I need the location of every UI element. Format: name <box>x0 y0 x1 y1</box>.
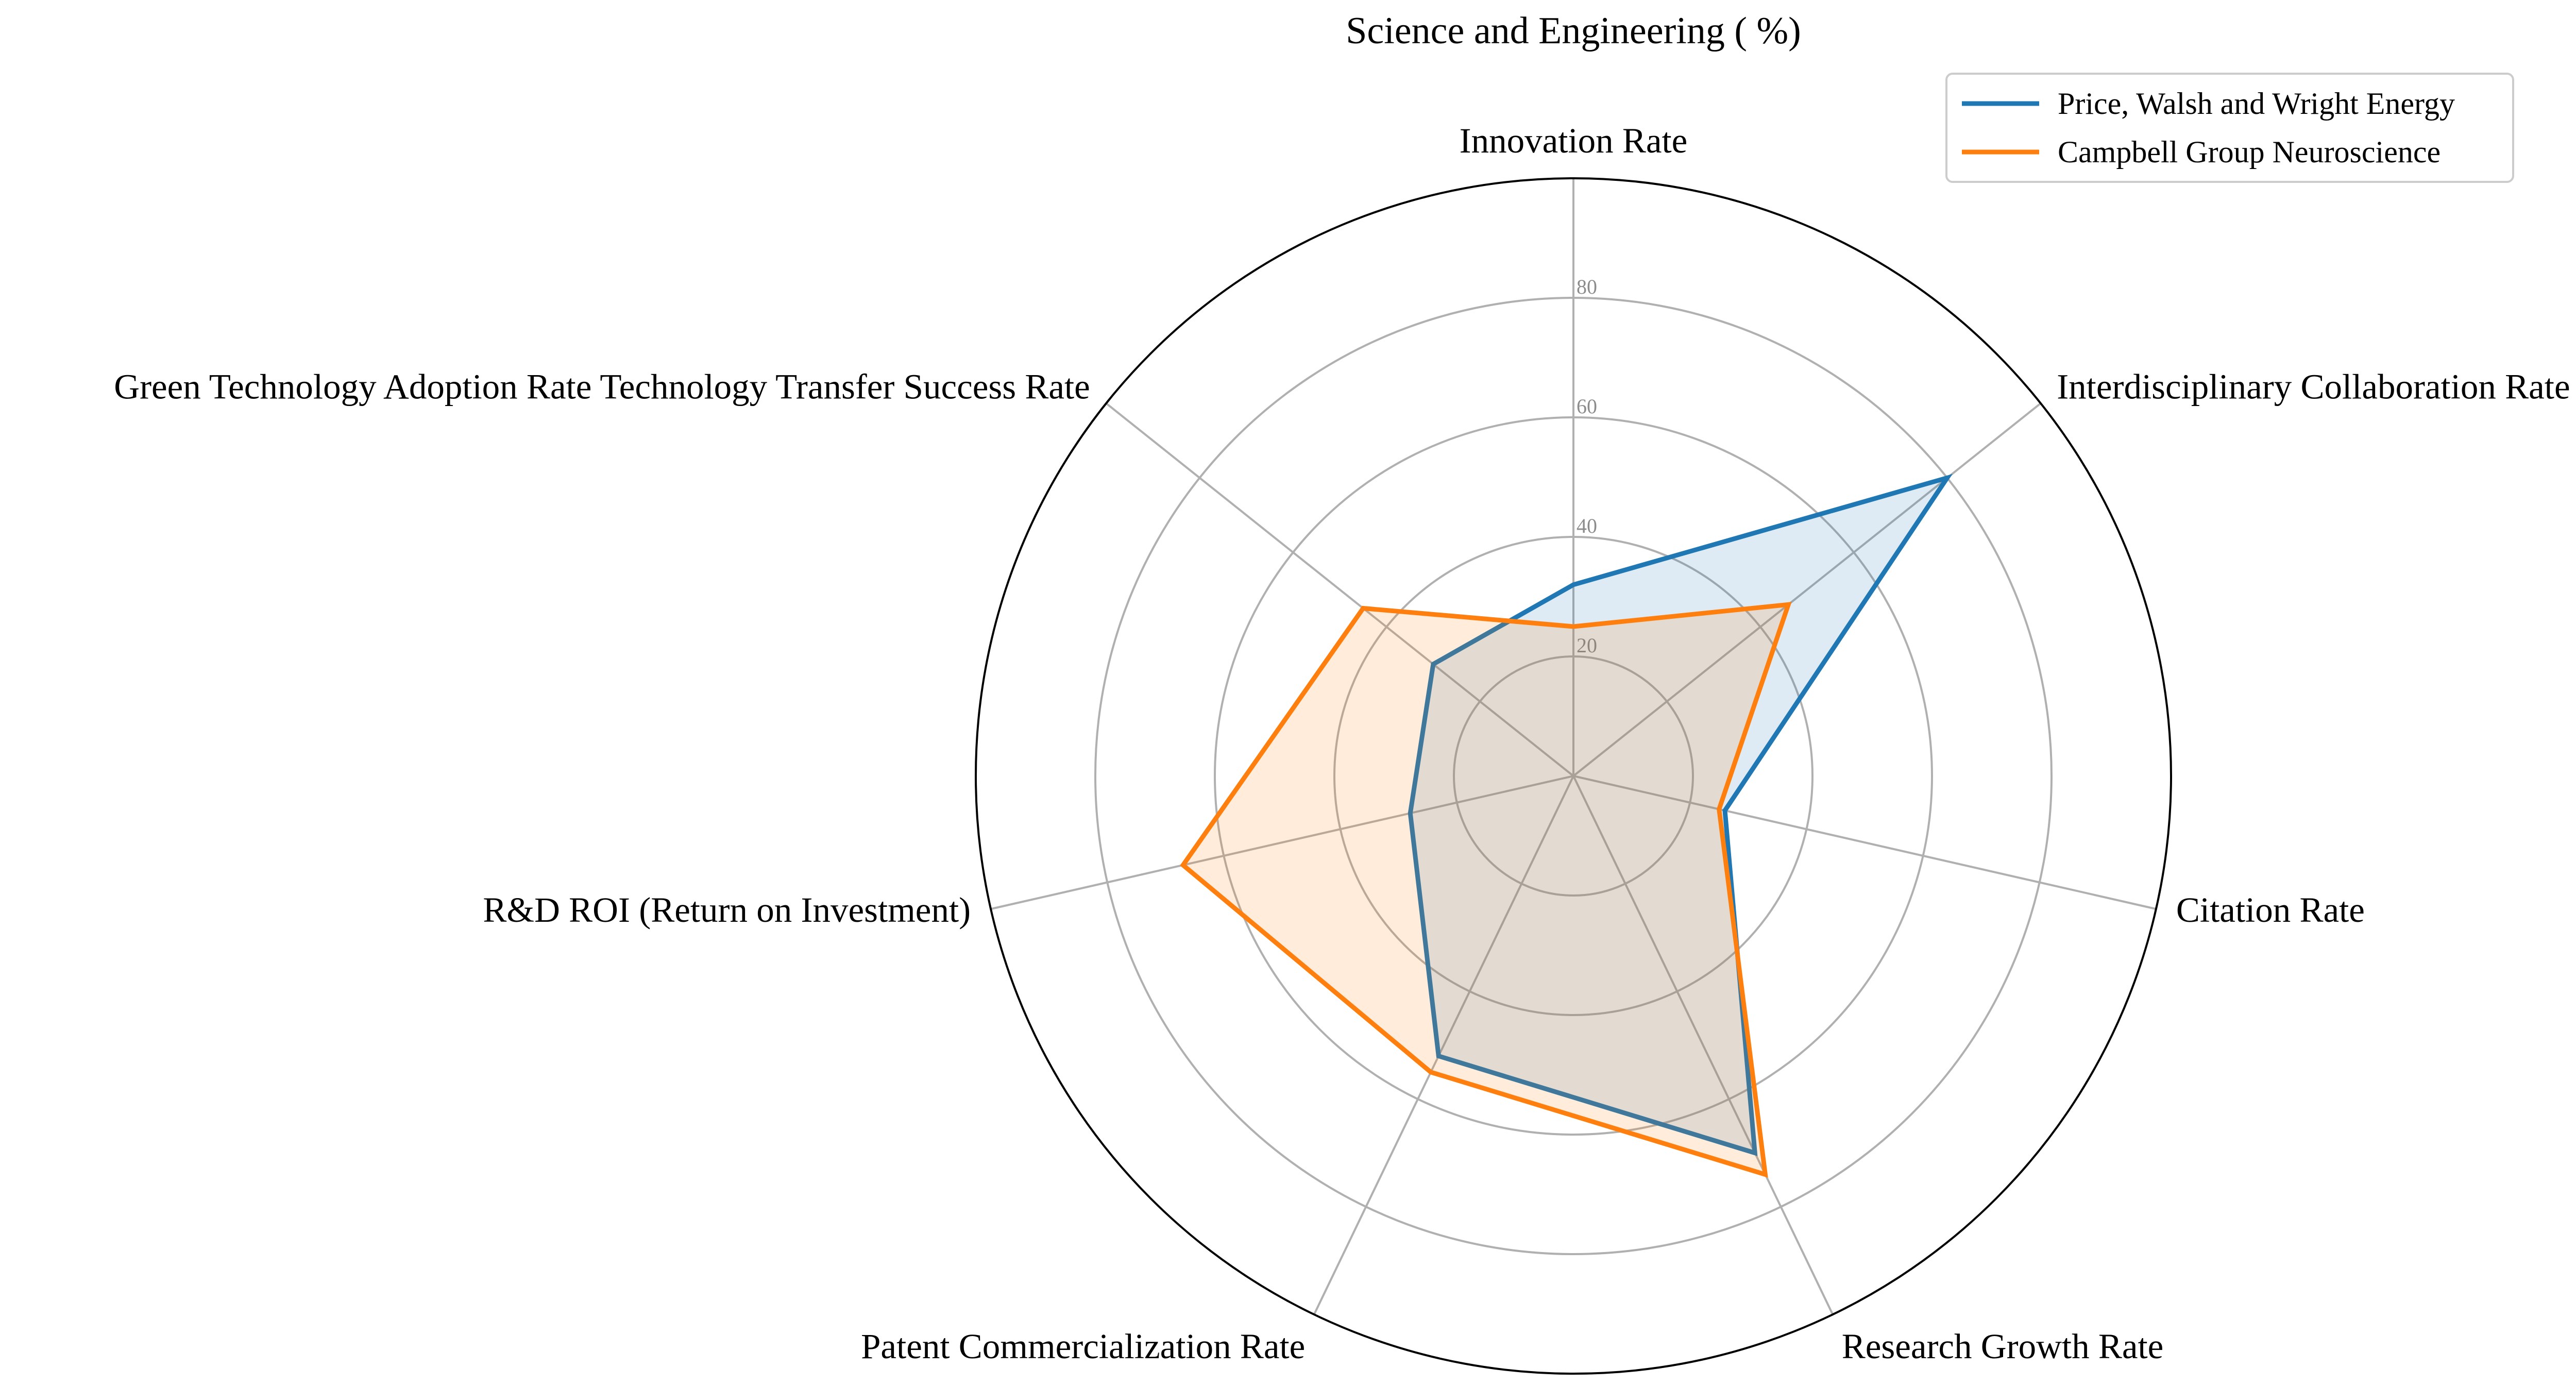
axis-spoke <box>990 775 1574 910</box>
radial-tick-label: 80 <box>1577 275 1597 298</box>
series-1-polygon <box>1180 602 1792 1178</box>
radial-tick-label: 40 <box>1577 514 1597 537</box>
radial-tick-label: 20 <box>1577 634 1597 657</box>
series-0-polygon <box>1408 474 1953 1156</box>
legend-label-campbell-group: Campbell Group Neuroscience <box>2058 135 2441 169</box>
axis-spoke <box>1105 402 1574 777</box>
axis-spoke <box>1313 775 1574 1315</box>
axis-label-layer: Innovation Rate Interdisciplinary Collabo… <box>114 121 2570 1366</box>
axis-label: Citation Rate <box>2176 890 2365 930</box>
axis-spoke <box>1572 775 1834 1315</box>
legend-box <box>1945 73 2514 183</box>
axis-spoke <box>1573 775 2157 910</box>
series-layer <box>1180 474 1953 1178</box>
radial-tick-label: 60 <box>1577 395 1597 418</box>
axis-spoke <box>1572 402 2042 777</box>
axis-label: Interdisciplinary Collaboration Rate <box>2057 367 2570 407</box>
legend: Price, Walsh and Wright Energy Campbell … <box>1945 73 2514 183</box>
axis-label: Innovation Rate <box>1460 121 1688 160</box>
legend-label-price-walsh-wright: Price, Walsh and Wright Energy <box>2058 87 2455 121</box>
axis-label: Research Growth Rate <box>1842 1327 2164 1366</box>
grid-layer: 20 40 60 80 <box>975 177 2172 1375</box>
outer-frame-circle <box>975 177 2172 1375</box>
axis-label: Patent Commercialization Rate <box>861 1327 1305 1366</box>
axis-label: R&D ROI (Return on Investment) <box>483 890 971 930</box>
chart-title: Science and Engineering ( %) <box>1346 10 1801 52</box>
axis-label: Green Technology Adoption Rate Technolog… <box>114 367 1090 407</box>
